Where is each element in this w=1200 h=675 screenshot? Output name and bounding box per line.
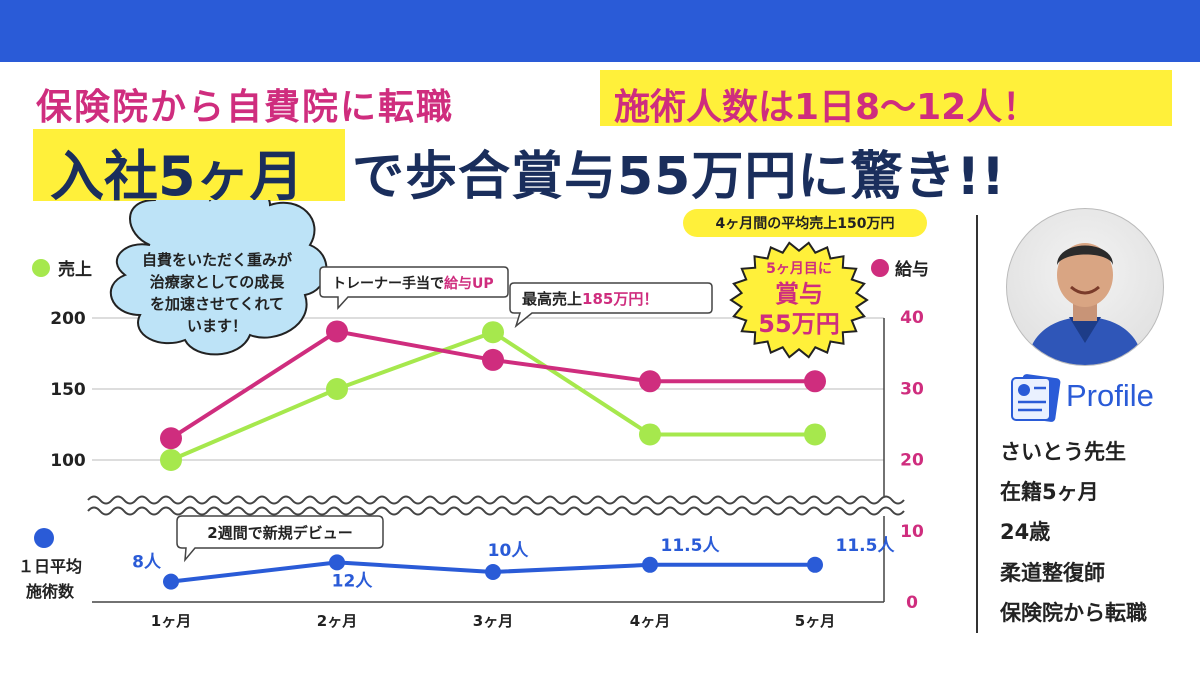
cloud-line: を加速させてくれて — [150, 295, 284, 313]
salary-point — [482, 348, 504, 371]
profile-avatar — [1006, 208, 1164, 366]
salary-point — [160, 427, 182, 450]
profile-tenure: 在籍5ヶ月 — [1000, 480, 1099, 504]
cloud-line: 治療家としての成長 — [150, 273, 286, 291]
person-icon — [1027, 243, 1143, 365]
right-tick-label: 30 — [900, 379, 924, 399]
legend-dot-salary — [871, 259, 889, 277]
headline-bonus: で歩合賞与55万円に驚き!! — [352, 147, 1006, 207]
profile-title: Profile — [1066, 378, 1154, 413]
salary-line — [169, 329, 815, 440]
top-banner — [0, 0, 1200, 62]
headline-career-change: 保険院から自費院に転職 — [36, 87, 455, 128]
profile-card-icon — [1006, 372, 1062, 428]
right-tick-label: 10 — [900, 522, 924, 542]
sales-point — [326, 378, 348, 400]
cloud-bubble: 自費をいただく重みが 治療家としての成長 を加速させてくれて います！ — [109, 200, 328, 356]
trainer-callout-text: トレーナー手当で給与UP — [332, 275, 494, 292]
sales-point — [804, 423, 826, 446]
debut-callout-text: 2週間で新規デビュー — [207, 524, 352, 542]
cloud-line: 自費をいただく重みが — [142, 251, 293, 269]
patients-point — [485, 564, 501, 580]
avg-sales-badge — [683, 209, 927, 237]
x-tick-label: 1ヶ月 — [151, 612, 191, 630]
left-tick-label: 200 — [50, 309, 86, 329]
salary-point — [804, 370, 826, 393]
headline-tenure: 入社5ヶ月 — [50, 145, 304, 208]
headline-treatment-count: 施術人数は1日8～12人！ — [614, 87, 1039, 128]
sales-point — [160, 449, 182, 471]
legend-patients-line2: 施術数 — [26, 582, 75, 601]
right-tick-label: 20 — [900, 451, 924, 471]
sales-point — [482, 321, 504, 344]
salary-point — [639, 370, 661, 393]
patients-data-label: 10人 — [488, 541, 530, 561]
profile-career: 保険院から転職 — [1000, 601, 1147, 625]
headline-highlight-box — [33, 129, 345, 201]
avg-sales-text: 4ヶ月間の平均売上150万円 — [716, 215, 895, 232]
legend-dot-sales — [32, 259, 50, 277]
debut-callout: 2週間で新規デビュー — [176, 515, 384, 563]
axis-break — [87, 495, 905, 516]
patients-point — [642, 556, 658, 573]
x-tick-label: 4ヶ月 — [630, 612, 670, 630]
right-tick-label: 40 — [900, 308, 924, 328]
legend-salary: 給与 — [895, 259, 929, 280]
left-tick-label: 100 — [50, 451, 86, 471]
patients-data-label: 8人 — [132, 553, 162, 573]
profile-license: 柔道整復師 — [1000, 561, 1105, 585]
sales-point — [639, 423, 661, 446]
patients-point — [807, 556, 823, 573]
patients-data-label: 12人 — [332, 571, 374, 591]
headline-treatment-count-box: 施術人数は1日8～12人！ — [600, 70, 1172, 128]
left-tick-label: 150 — [50, 380, 86, 400]
bonus-line3: 55万円 — [758, 310, 839, 338]
x-tick-label: 5ヶ月 — [795, 612, 835, 630]
trainer-callout: トレーナー手当で給与UP — [319, 266, 509, 310]
bonus-line2: 賞与 — [775, 280, 823, 308]
profile-divider — [976, 215, 978, 633]
patients-data-label: 11.5人 — [661, 536, 721, 556]
legend-patients-line1: １日平均 — [18, 557, 82, 576]
peak-callout: 最高売上185万円！ — [509, 282, 713, 329]
right-tick-label: 0 — [906, 593, 918, 613]
peak-callout-text: 最高売上185万円！ — [522, 290, 658, 308]
profile-name: さいとう先生 — [1000, 440, 1126, 464]
x-tick-label: 2ヶ月 — [317, 612, 357, 630]
legend-dot-patients — [34, 528, 54, 548]
patients-point — [329, 554, 345, 571]
cloud-line: います！ — [187, 317, 247, 335]
legend-sales: 売上 — [58, 259, 92, 280]
bonus-burst: 5ヶ月目に 賞与 55万円 — [729, 241, 869, 359]
patients-data-label: 11.5人 — [836, 536, 896, 556]
patients-point — [163, 573, 179, 590]
x-tick-label: 3ヶ月 — [473, 612, 513, 630]
bonus-line1: 5ヶ月目に — [766, 261, 832, 277]
profile-age: 24歳 — [1000, 520, 1051, 544]
salary-point — [326, 320, 348, 343]
